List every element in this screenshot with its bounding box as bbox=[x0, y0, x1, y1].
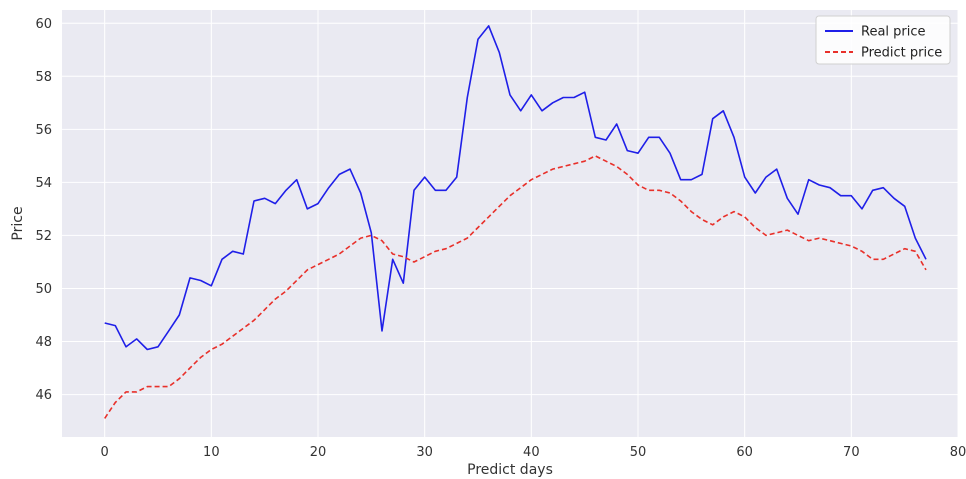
y-tick-label: 48 bbox=[35, 335, 52, 350]
series-layer bbox=[104, 25, 927, 419]
y-tick-label: 46 bbox=[35, 388, 52, 403]
y-axis-label: Price bbox=[10, 206, 26, 240]
y-tick-label: 52 bbox=[35, 229, 52, 244]
series-line-predict-price bbox=[104, 155, 927, 419]
x-axis: 0 10 20 30 40 50 60 70 80 bbox=[101, 445, 966, 460]
x-tick-label: 50 bbox=[630, 445, 647, 460]
legend: Real price Predict price bbox=[815, 15, 951, 65]
y-tick-label: 54 bbox=[35, 176, 52, 191]
x-tick-label: 20 bbox=[310, 445, 327, 460]
legend-label-predict-price: Predict price bbox=[861, 46, 942, 61]
x-tick-label: 30 bbox=[416, 445, 433, 460]
x-axis-label: Predict days bbox=[467, 462, 553, 478]
y-tick-label: 50 bbox=[35, 282, 52, 297]
y-axis: 46 48 50 52 54 56 58 60 bbox=[35, 17, 52, 403]
x-tick-label: 70 bbox=[843, 445, 860, 460]
legend-label-real-price: Real price bbox=[861, 25, 926, 40]
x-tick-label: 80 bbox=[950, 445, 966, 460]
plot-area bbox=[62, 10, 958, 437]
x-tick-label: 60 bbox=[736, 445, 753, 460]
y-tick-label: 60 bbox=[35, 17, 52, 32]
y-tick-label: 58 bbox=[35, 70, 52, 85]
series-line-real-price bbox=[104, 25, 927, 351]
x-tick-label: 40 bbox=[523, 445, 540, 460]
y-tick-label: 56 bbox=[35, 123, 52, 138]
x-tick-label: 0 bbox=[101, 445, 109, 460]
x-tick-label: 10 bbox=[203, 445, 220, 460]
